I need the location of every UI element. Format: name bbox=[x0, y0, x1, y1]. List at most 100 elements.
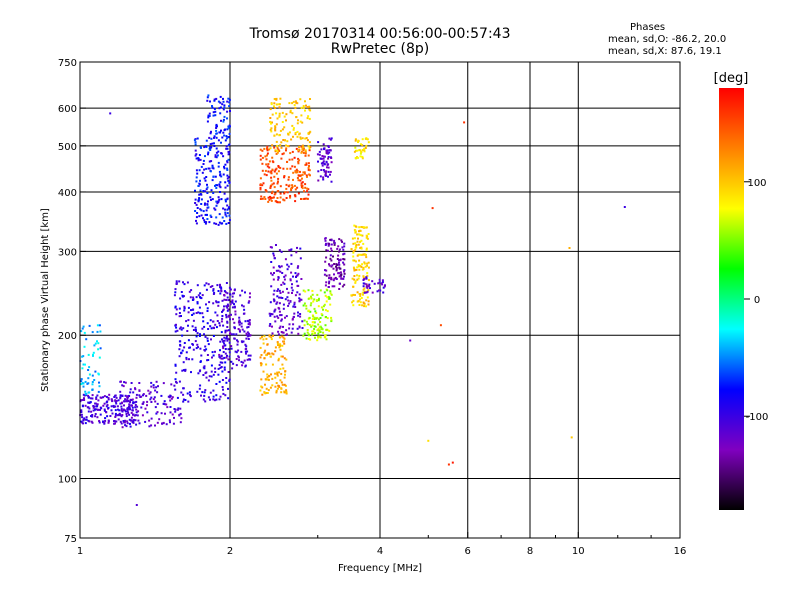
data-point bbox=[238, 319, 241, 322]
data-point bbox=[230, 347, 233, 350]
data-point bbox=[266, 378, 269, 381]
data-point bbox=[194, 326, 197, 329]
data-point bbox=[115, 402, 118, 405]
data-point bbox=[301, 177, 303, 180]
data-point bbox=[214, 184, 216, 187]
data-point bbox=[278, 103, 281, 106]
data-point bbox=[207, 343, 210, 346]
data-point bbox=[315, 299, 318, 302]
data-point bbox=[282, 281, 285, 284]
data-point bbox=[328, 263, 330, 266]
data-point bbox=[305, 163, 308, 166]
data-point bbox=[354, 281, 357, 284]
data-point bbox=[288, 323, 291, 326]
data-point bbox=[191, 299, 194, 301]
data-point bbox=[227, 222, 230, 224]
data-point bbox=[335, 269, 338, 272]
data-point bbox=[327, 163, 330, 166]
data-point bbox=[187, 339, 190, 342]
data-point bbox=[148, 392, 151, 395]
data-point bbox=[333, 239, 336, 242]
data-point bbox=[215, 216, 218, 219]
data-point bbox=[279, 97, 282, 100]
data-point bbox=[224, 361, 227, 364]
data-point bbox=[306, 323, 309, 326]
data-point bbox=[225, 147, 228, 150]
data-point bbox=[212, 354, 215, 357]
data-point bbox=[382, 286, 385, 289]
data-point bbox=[221, 103, 224, 106]
data-point bbox=[226, 309, 229, 312]
data-point bbox=[307, 168, 310, 171]
data-point bbox=[295, 116, 298, 118]
data-point bbox=[269, 313, 272, 315]
data-point bbox=[304, 186, 307, 189]
data-point bbox=[194, 328, 197, 331]
data-point bbox=[198, 154, 201, 156]
data-point bbox=[322, 161, 324, 164]
data-point bbox=[328, 264, 331, 267]
data-point bbox=[299, 120, 302, 123]
data-point bbox=[296, 177, 299, 179]
data-point bbox=[342, 253, 345, 256]
data-point bbox=[324, 170, 327, 173]
data-point bbox=[353, 237, 356, 240]
data-point bbox=[324, 260, 327, 263]
data-point bbox=[130, 411, 133, 414]
data-point bbox=[358, 230, 360, 233]
data-point bbox=[294, 294, 297, 297]
data-point bbox=[324, 284, 327, 287]
data-point bbox=[305, 137, 308, 139]
data-point bbox=[362, 293, 364, 296]
data-point bbox=[300, 182, 303, 185]
data-point bbox=[220, 290, 223, 293]
data-point bbox=[307, 115, 310, 118]
data-point bbox=[223, 356, 226, 359]
data-point bbox=[299, 174, 302, 177]
data-point bbox=[279, 344, 281, 347]
data-point bbox=[218, 198, 221, 201]
data-point bbox=[248, 321, 251, 324]
data-point bbox=[203, 177, 206, 180]
data-point bbox=[222, 207, 225, 210]
data-point bbox=[187, 324, 189, 327]
data-point bbox=[359, 301, 362, 304]
data-point bbox=[265, 363, 268, 366]
data-point bbox=[126, 400, 129, 403]
data-point bbox=[213, 142, 215, 145]
data-point bbox=[217, 223, 220, 226]
data-point bbox=[150, 396, 153, 399]
data-point bbox=[333, 243, 336, 246]
data-point bbox=[355, 245, 357, 248]
data-point bbox=[320, 313, 323, 316]
data-point bbox=[304, 149, 307, 152]
data-point bbox=[227, 150, 230, 153]
data-point bbox=[277, 359, 280, 362]
data-point bbox=[223, 290, 226, 293]
data-point bbox=[80, 409, 83, 412]
data-point bbox=[330, 180, 333, 183]
data-point bbox=[352, 251, 355, 254]
data-point bbox=[134, 419, 137, 422]
data-point bbox=[92, 406, 95, 409]
data-point bbox=[206, 218, 209, 220]
data-point bbox=[294, 194, 297, 197]
data-point bbox=[215, 326, 218, 329]
data-point bbox=[154, 400, 157, 403]
data-point bbox=[307, 188, 310, 191]
data-point bbox=[231, 295, 234, 298]
data-point bbox=[199, 292, 202, 295]
data-point bbox=[203, 391, 206, 394]
data-point bbox=[286, 140, 289, 143]
data-point bbox=[366, 272, 369, 275]
data-point bbox=[209, 149, 212, 151]
data-point bbox=[234, 350, 237, 353]
data-point bbox=[273, 272, 275, 274]
data-point bbox=[80, 330, 83, 333]
data-point bbox=[128, 413, 131, 416]
data-point bbox=[217, 367, 220, 370]
data-point bbox=[299, 137, 302, 140]
data-point bbox=[379, 289, 382, 292]
data-point bbox=[367, 266, 370, 269]
